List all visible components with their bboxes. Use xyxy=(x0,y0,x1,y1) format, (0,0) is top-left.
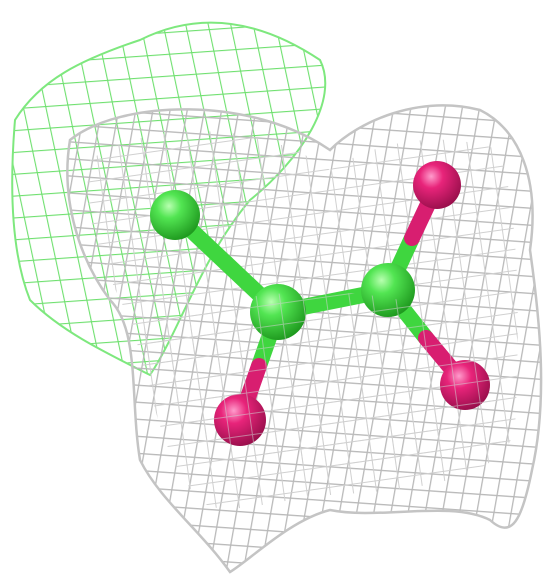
carbon-atom xyxy=(150,190,200,240)
page: (() => { const data = JSON.parse(documen… xyxy=(0,0,553,581)
oxygen-atom xyxy=(413,161,461,209)
molecule-view xyxy=(0,0,553,581)
